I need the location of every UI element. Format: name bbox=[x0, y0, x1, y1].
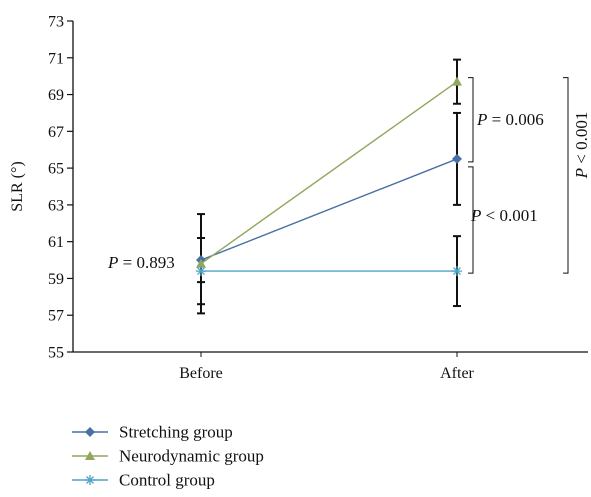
y-axis-label: SLR (°) bbox=[9, 161, 26, 211]
diamond-marker bbox=[85, 427, 95, 437]
bracket-stretching-vs-control bbox=[468, 166, 474, 274]
triangle-marker bbox=[85, 451, 95, 460]
y-axis-ticks: 55 57 59 61 63 65 67 69 71 73 bbox=[48, 14, 73, 362]
triangle-marker bbox=[452, 76, 462, 86]
triangle-marker bbox=[196, 258, 206, 268]
legend-label: Control group bbox=[119, 471, 215, 490]
legend-label: Stretching group bbox=[119, 423, 233, 442]
chart-axes bbox=[72, 21, 588, 353]
error-bars bbox=[197, 58, 461, 315]
legend-label: Neurodynamic group bbox=[119, 447, 264, 466]
bracket-neuro-vs-control bbox=[563, 77, 569, 274]
x-category-label: After bbox=[440, 365, 474, 382]
bracket-neuro-vs-stretching bbox=[468, 77, 474, 163]
asterisk-marker bbox=[85, 475, 95, 485]
y-tick-label: 71 bbox=[48, 50, 64, 67]
legend-item-stretching-group: Stretching group bbox=[72, 423, 233, 442]
diamond-marker bbox=[452, 153, 462, 164]
y-tick-label: 69 bbox=[48, 87, 64, 104]
p-value-stretching-vs-control: P < 0.001 bbox=[470, 206, 538, 225]
asterisk-marker bbox=[452, 266, 462, 277]
y-tick-label: 61 bbox=[48, 234, 64, 251]
series-neurodynamic-group bbox=[196, 76, 462, 268]
legend: Stretching group Neurodynamic group Contro… bbox=[72, 423, 264, 490]
y-tick-label: 55 bbox=[48, 345, 64, 362]
p-value-annotations: P = 0.893 P = 0.006 P < 0.001 P < 0.001 bbox=[107, 110, 591, 272]
significance-brackets bbox=[468, 77, 569, 274]
y-tick-label: 73 bbox=[48, 14, 64, 31]
p-value-neuro-vs-control: P < 0.001 bbox=[572, 112, 591, 180]
legend-item-neurodynamic-group: Neurodynamic group bbox=[72, 447, 264, 466]
asterisk-marker bbox=[196, 266, 206, 277]
series-stretching-group bbox=[196, 153, 462, 266]
y-tick-label: 57 bbox=[48, 308, 64, 325]
x-axis-categories: Before After bbox=[179, 352, 475, 382]
y-tick-label: 65 bbox=[48, 161, 64, 178]
series-group bbox=[196, 58, 462, 315]
series-line bbox=[200, 81, 458, 265]
series-control-group bbox=[196, 266, 462, 277]
y-tick-label: 59 bbox=[48, 271, 64, 288]
y-tick-label: 67 bbox=[48, 124, 64, 141]
p-value-before: P = 0.893 bbox=[107, 253, 175, 272]
p-value-neuro-vs-stretching: P = 0.006 bbox=[476, 110, 544, 129]
x-category-label: Before bbox=[179, 365, 223, 382]
series-line bbox=[200, 158, 458, 261]
legend-item-control-group: Control group bbox=[72, 471, 215, 490]
y-tick-label: 63 bbox=[48, 197, 64, 214]
